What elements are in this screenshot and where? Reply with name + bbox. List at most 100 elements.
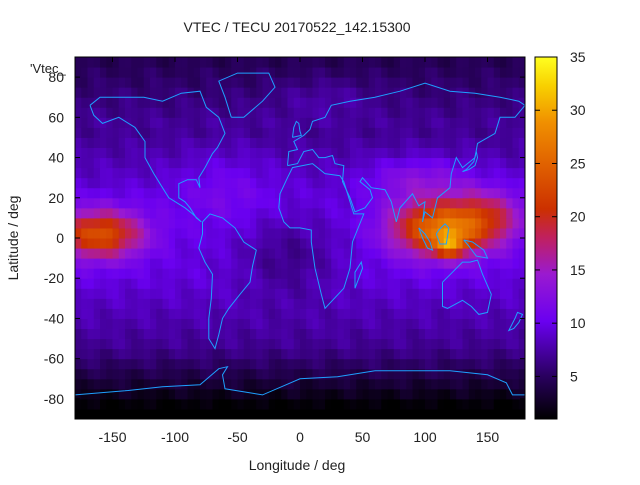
heatmap-cell bbox=[500, 288, 507, 299]
heatmap-cell bbox=[237, 368, 245, 380]
heatmap-cell bbox=[143, 207, 151, 219]
heatmap-cell bbox=[137, 177, 145, 189]
heatmap-cell bbox=[137, 308, 145, 319]
heatmap-cell bbox=[475, 127, 482, 138]
heatmap-cell bbox=[137, 67, 145, 78]
heatmap-cell bbox=[512, 107, 520, 118]
heatmap-cell bbox=[231, 137, 238, 148]
heatmap-cell bbox=[462, 348, 470, 360]
heatmap-cell bbox=[212, 408, 220, 419]
heatmap-cell bbox=[243, 368, 251, 380]
heatmap-cell bbox=[300, 288, 307, 299]
heatmap-cell bbox=[450, 227, 457, 239]
heatmap-cell bbox=[331, 127, 338, 138]
heatmap-cell bbox=[443, 207, 451, 219]
heatmap-cell bbox=[475, 57, 482, 68]
heatmap-cell bbox=[300, 127, 307, 138]
heatmap-cell bbox=[362, 328, 370, 340]
heatmap-cell bbox=[281, 107, 288, 118]
heatmap-cell bbox=[200, 107, 207, 118]
heatmap-cell bbox=[306, 67, 313, 78]
heatmap-cell bbox=[350, 67, 357, 78]
heatmap-cell bbox=[325, 268, 332, 279]
heatmap-cell bbox=[168, 338, 176, 350]
heatmap-cell bbox=[337, 167, 345, 179]
heatmap-cell bbox=[412, 378, 420, 390]
heatmap-cell bbox=[218, 167, 226, 179]
heatmap-cell bbox=[293, 348, 301, 360]
heatmap-cell bbox=[218, 278, 226, 289]
heatmap-cell bbox=[187, 67, 195, 78]
heatmap-cell bbox=[312, 97, 320, 108]
heatmap-cell bbox=[375, 117, 382, 128]
heatmap-cell bbox=[200, 57, 207, 68]
heatmap-cell bbox=[462, 157, 470, 169]
heatmap-cell bbox=[187, 268, 195, 279]
heatmap-cell bbox=[368, 298, 376, 309]
heatmap-cell bbox=[150, 278, 157, 289]
heatmap-cell bbox=[143, 248, 151, 259]
heatmap-cell bbox=[362, 227, 370, 239]
heatmap-cell bbox=[193, 217, 201, 229]
heatmap-cell bbox=[406, 268, 413, 279]
heatmap-cell bbox=[262, 127, 270, 138]
heatmap-cell bbox=[350, 107, 357, 118]
heatmap-cell bbox=[481, 177, 488, 189]
heatmap-cell bbox=[256, 187, 263, 199]
heatmap-cell bbox=[225, 57, 232, 68]
heatmap-cell bbox=[300, 167, 307, 179]
heatmap-cell bbox=[400, 328, 407, 340]
heatmap-cell bbox=[512, 258, 520, 269]
heatmap-cell bbox=[375, 268, 382, 279]
heatmap-cell bbox=[518, 207, 525, 219]
heatmap-cell bbox=[443, 258, 451, 269]
heatmap-cell bbox=[287, 338, 295, 350]
heatmap-cell bbox=[337, 408, 345, 419]
heatmap-cell bbox=[518, 268, 525, 279]
colorbar bbox=[534, 56, 558, 420]
heatmap-cell bbox=[456, 408, 463, 419]
heatmap-cell bbox=[506, 147, 513, 159]
heatmap-cell bbox=[281, 338, 288, 350]
heatmap-cell bbox=[175, 378, 182, 390]
heatmap-cell bbox=[462, 197, 470, 209]
heatmap-cell bbox=[93, 288, 101, 299]
heatmap-cell bbox=[356, 408, 363, 419]
heatmap-cell bbox=[125, 177, 132, 189]
heatmap-cell bbox=[468, 308, 476, 319]
heatmap-cell bbox=[331, 97, 338, 108]
heatmap-cell bbox=[506, 258, 513, 269]
heatmap-cell bbox=[306, 177, 313, 189]
heatmap-cell bbox=[81, 258, 88, 269]
heatmap-cell bbox=[493, 137, 501, 148]
heatmap-cell bbox=[293, 87, 301, 98]
heatmap-cell bbox=[281, 268, 288, 279]
heatmap-cell bbox=[368, 378, 376, 390]
heatmap-cell bbox=[106, 248, 113, 259]
heatmap-cell bbox=[275, 87, 282, 98]
heatmap-cell bbox=[412, 278, 420, 289]
heatmap-cell bbox=[193, 157, 201, 169]
heatmap-cell bbox=[156, 258, 163, 269]
heatmap-cell bbox=[100, 298, 107, 309]
heatmap-cell bbox=[500, 408, 507, 419]
heatmap-cell bbox=[193, 87, 201, 98]
heatmap-cell bbox=[362, 338, 370, 350]
heatmap-cell bbox=[81, 207, 88, 219]
heatmap-cell bbox=[75, 268, 82, 279]
heatmap-cell bbox=[250, 308, 257, 319]
heatmap-cell bbox=[168, 117, 176, 128]
heatmap-cell bbox=[406, 187, 413, 199]
heatmap-cell bbox=[150, 67, 157, 78]
heatmap-cell bbox=[87, 358, 95, 370]
heatmap-cell bbox=[375, 378, 382, 390]
heatmap-cell bbox=[318, 67, 326, 78]
coastline-path bbox=[75, 365, 525, 396]
heatmap-cell bbox=[193, 358, 201, 370]
heatmap-cell bbox=[112, 308, 120, 319]
heatmap-cell bbox=[168, 268, 176, 279]
heatmap-cell bbox=[112, 358, 120, 370]
heatmap-cell bbox=[506, 328, 513, 340]
heatmap-cell bbox=[393, 117, 401, 128]
heatmap-cell bbox=[381, 238, 388, 249]
